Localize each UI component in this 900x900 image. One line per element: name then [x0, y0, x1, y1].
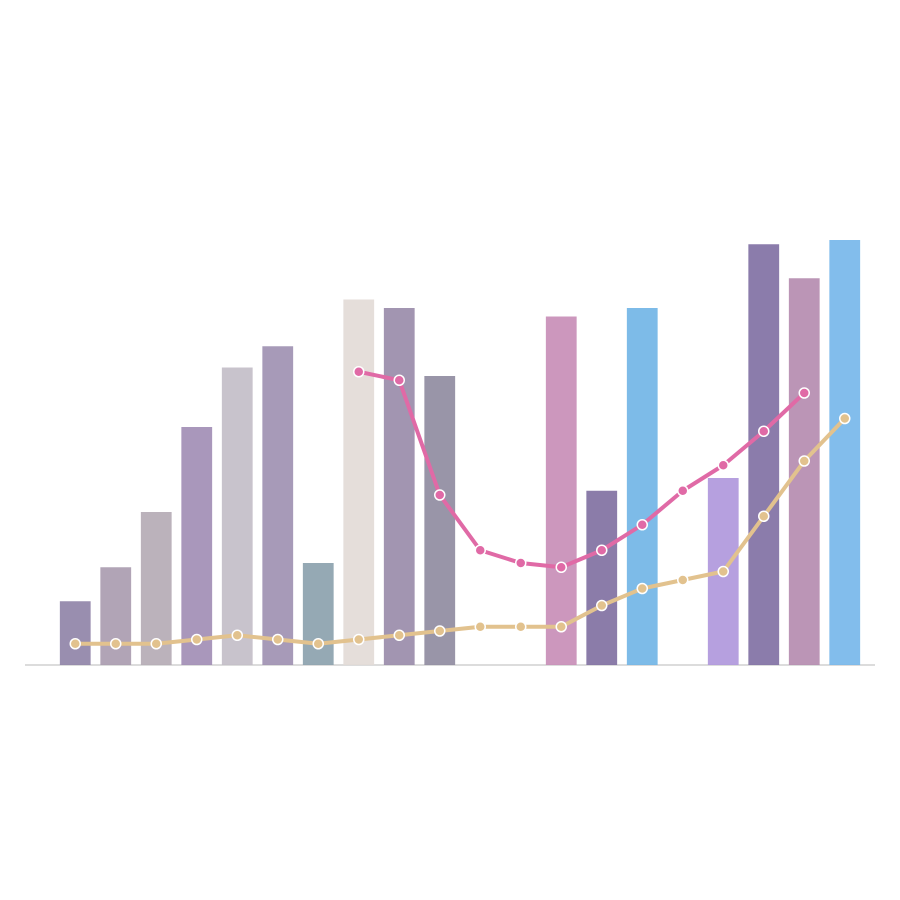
point	[555, 561, 567, 573]
point	[636, 519, 648, 531]
point	[717, 459, 729, 471]
point	[758, 425, 770, 437]
bar	[221, 367, 253, 665]
point	[434, 625, 446, 637]
point	[393, 629, 405, 641]
point	[474, 621, 486, 633]
bar	[788, 278, 820, 665]
point	[150, 638, 162, 650]
point	[798, 455, 810, 467]
bar	[302, 563, 334, 665]
bar	[424, 376, 456, 665]
line	[73, 416, 847, 646]
bar	[829, 240, 861, 665]
point	[231, 629, 243, 641]
bar	[343, 299, 375, 665]
point	[353, 366, 365, 378]
bar	[383, 308, 415, 665]
point	[191, 633, 203, 646]
point	[677, 574, 689, 586]
point	[515, 621, 527, 633]
point	[596, 544, 608, 556]
point	[69, 638, 81, 650]
point	[110, 638, 122, 650]
point	[839, 412, 851, 425]
point	[515, 557, 527, 569]
point	[758, 510, 770, 522]
point	[474, 544, 486, 556]
bar	[181, 427, 213, 665]
bar	[586, 490, 618, 665]
point	[798, 387, 810, 399]
bar	[59, 601, 91, 665]
point	[596, 599, 608, 612]
point	[555, 621, 567, 633]
bar	[545, 316, 577, 665]
point	[353, 633, 365, 646]
point	[677, 485, 689, 497]
bar	[748, 244, 780, 665]
point	[717, 565, 729, 578]
point	[272, 633, 284, 646]
bar	[100, 567, 132, 665]
bar	[626, 308, 658, 665]
line	[356, 369, 807, 570]
bar	[262, 346, 294, 665]
point	[636, 582, 648, 595]
point	[312, 638, 324, 650]
point	[393, 374, 405, 386]
point	[434, 489, 446, 501]
